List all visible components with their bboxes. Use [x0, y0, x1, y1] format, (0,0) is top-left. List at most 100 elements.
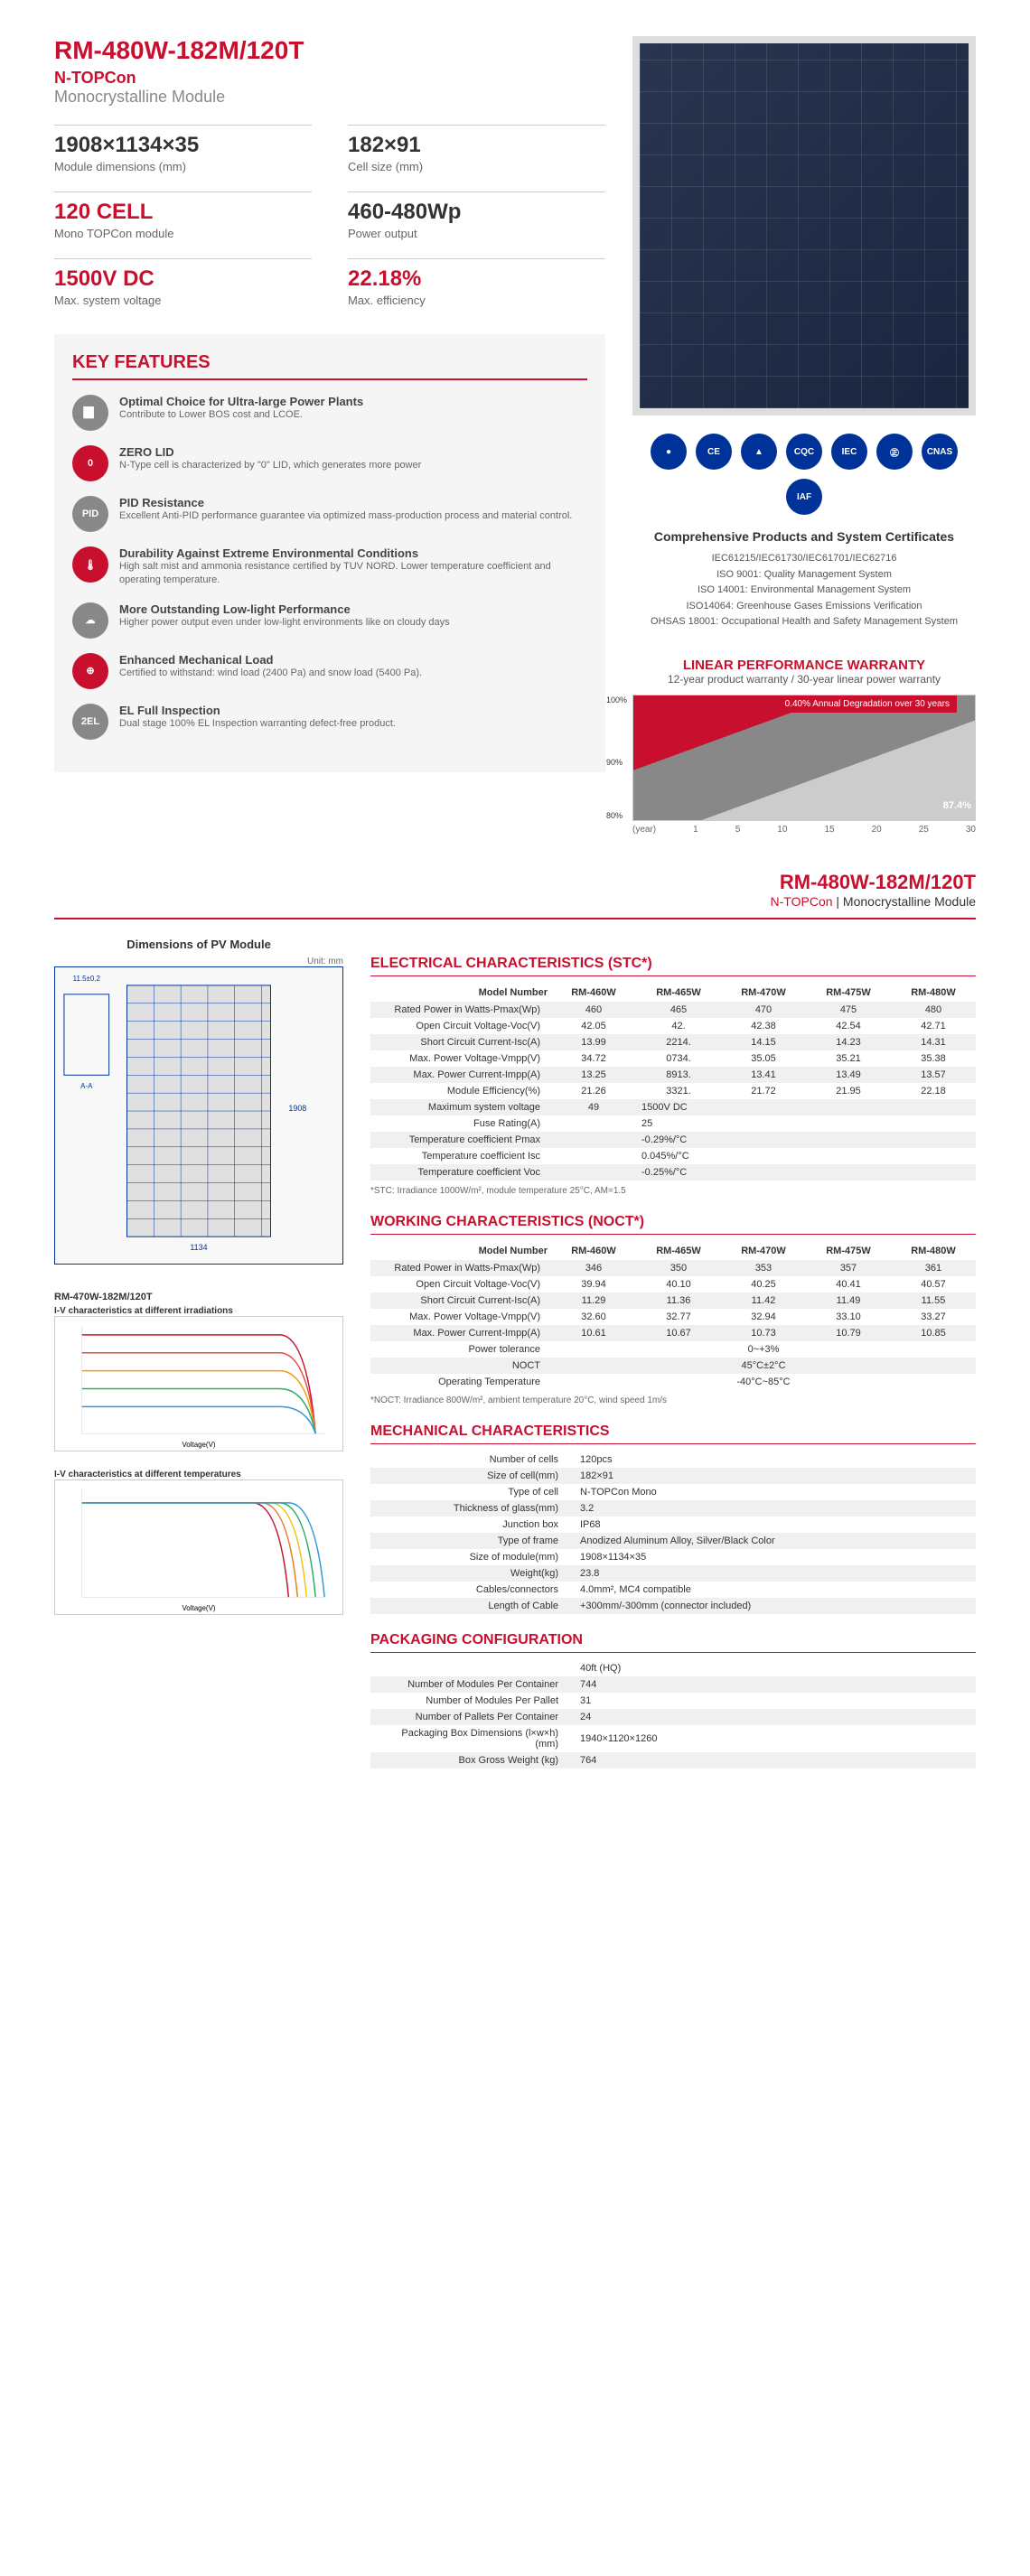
cert-badge: ●: [651, 434, 687, 470]
spec-label: Max. system voltage: [54, 294, 312, 307]
kv-label: Size of module(mm): [370, 1549, 569, 1565]
feature-title: Optimal Choice for Ultra-large Power Pla…: [119, 395, 587, 408]
warranty-chart: 0.40% Annual Degradation over 30 years 8…: [632, 695, 976, 821]
spec-label: Module dimensions (mm): [54, 160, 312, 173]
cert-line: ISO 14001: Environmental Management Syst…: [632, 583, 976, 599]
kv-label: Type of frame: [370, 1533, 569, 1549]
working-note: *NOCT: Irradiance 800W/m², ambient tempe…: [370, 1395, 976, 1405]
cert-title: Comprehensive Products and System Certif…: [632, 529, 976, 544]
subtitle-module: Monocrystalline Module: [54, 88, 605, 107]
features-box: KEY FEATURES █▌ Optimal Choice for Ultra-…: [54, 334, 605, 772]
spec-value: 120 CELL: [54, 200, 312, 225]
svg-text:1134: 1134: [190, 1243, 207, 1252]
warranty-y100: 100%: [606, 695, 627, 705]
kv-label: Type of cell: [370, 1484, 569, 1500]
cert-badge: CNAS: [922, 434, 958, 470]
dimensions-title: Dimensions of PV Module: [54, 938, 343, 951]
kv-label: Junction box: [370, 1517, 569, 1533]
electrical-note: *STC: Irradiance 1000W/m², module temper…: [370, 1186, 976, 1196]
feature-desc: High salt mist and ammonia resistance ce…: [119, 560, 587, 588]
kv-label: Thickness of glass(mm): [370, 1500, 569, 1517]
dimensions-diagram: 1134 1908 11.5±0.2 A-A: [54, 966, 343, 1265]
cert-line: ISO 9001: Quality Management System: [632, 567, 976, 583]
kv-value: 182×91: [569, 1468, 976, 1484]
kv-value: 1908×1134×35: [569, 1549, 976, 1565]
feature-title: PID Resistance: [119, 496, 587, 509]
warranty-y80: 80%: [606, 811, 623, 820]
feature-desc: Dual stage 100% EL Inspection warranting…: [119, 717, 587, 731]
spec-grid: 1908×1134×35 Module dimensions (mm) 182×91…: [54, 125, 605, 307]
spec-label: Power output: [348, 227, 605, 240]
kv-value: 24: [569, 1709, 976, 1725]
features-heading: KEY FEATURES: [72, 352, 587, 380]
working-table: Model NumberRM-460WRM-465WRM-470WRM-475W…: [370, 1242, 976, 1390]
spec-value: 182×91: [348, 133, 605, 158]
dimensions-unit: Unit: mm: [54, 957, 343, 966]
kv-label: Number of Pallets Per Container: [370, 1709, 569, 1725]
kv-value: 31: [569, 1693, 976, 1709]
kv-value: 744: [569, 1676, 976, 1693]
spec-value: 22.18%: [348, 266, 605, 292]
packaging-heading: PACKAGING CONFIGURATION: [370, 1632, 976, 1653]
kv-label: Box Gross Weight (kg): [370, 1752, 569, 1769]
page2-header: RM-480W-182M/120T N-TOPCon | Monocrystal…: [54, 871, 976, 909]
feature-icon: ☁: [72, 602, 108, 639]
feature-icon: █▌: [72, 395, 108, 431]
iv-title: RM-470W-182M/120T: [54, 1292, 343, 1302]
cert-badge: CQC: [786, 434, 822, 470]
feature-desc: Higher power output even under low-light…: [119, 616, 587, 630]
kv-label: [370, 1660, 569, 1676]
electrical-table: Model NumberRM-460WRM-465WRM-470WRM-475W…: [370, 984, 976, 1181]
kv-label: Number of cells: [370, 1451, 569, 1468]
cert-badge: IAF: [786, 479, 822, 515]
working-heading: WORKING CHARACTERISTICS (NOCT*): [370, 1214, 976, 1235]
kv-value: Anodized Aluminum Alloy, Silver/Black Co…: [569, 1533, 976, 1549]
kv-value: +300mm/-300mm (connector included): [569, 1598, 976, 1614]
kv-label: Size of cell(mm): [370, 1468, 569, 1484]
feature-desc: Contribute to Lower BOS cost and LCOE.: [119, 408, 587, 422]
iv-chart-temperature: Voltage(V): [54, 1479, 343, 1615]
warranty-y90: 90%: [606, 758, 623, 767]
feature-title: EL Full Inspection: [119, 704, 587, 717]
kv-label: Number of Modules Per Container: [370, 1676, 569, 1693]
svg-text:1908: 1908: [288, 1104, 306, 1113]
kv-value: 23.8: [569, 1565, 976, 1582]
electrical-heading: ELECTRICAL CHARACTERISTICS (STC*): [370, 956, 976, 976]
warranty-endval: 87.4%: [943, 800, 971, 811]
kv-value: 3.2: [569, 1500, 976, 1517]
kv-value: 764: [569, 1752, 976, 1769]
spec-label: Max. efficiency: [348, 294, 605, 307]
warranty-banner: 0.40% Annual Degradation over 30 years: [778, 695, 957, 713]
cert-line: ISO14064: Greenhouse Gases Emissions Ver…: [632, 599, 976, 615]
mechanical-table: Number of cells120pcsSize of cell(mm)182…: [370, 1451, 976, 1614]
warranty-xaxis: (year)151015202530: [632, 825, 976, 835]
spec-label: Cell size (mm): [348, 160, 605, 173]
page2-sub-rest: | Monocrystalline Module: [833, 894, 976, 909]
kv-label: Number of Modules Per Pallet: [370, 1693, 569, 1709]
iv-sub2: I-V characteristics at different tempera…: [54, 1470, 343, 1479]
kv-label: Length of Cable: [370, 1598, 569, 1614]
svg-text:Voltage(V): Voltage(V): [182, 1441, 215, 1449]
feature-title: Durability Against Extreme Environmental…: [119, 546, 587, 560]
feature-desc: Excellent Anti-PID performance guarantee…: [119, 509, 587, 523]
svg-text:11.5±0.2: 11.5±0.2: [73, 975, 101, 983]
mechanical-heading: MECHANICAL CHARACTERISTICS: [370, 1423, 976, 1444]
spec-value: 1500V DC: [54, 266, 312, 292]
feature-title: ZERO LID: [119, 445, 587, 459]
page2-sub-red: N-TOPCon: [771, 894, 833, 909]
kv-value: N-TOPCon Mono: [569, 1484, 976, 1500]
cert-line: OHSAS 18001: Occupational Health and Saf…: [632, 614, 976, 630]
cert-line: IEC61215/IEC61730/IEC61701/IEC62716: [632, 551, 976, 567]
warranty-section: LINEAR PERFORMANCE WARRANTY 12-year prod…: [632, 658, 976, 835]
spec-value: 1908×1134×35: [54, 133, 312, 158]
cert-badge: ㊣: [876, 434, 913, 470]
kv-value: IP68: [569, 1517, 976, 1533]
spec-label: Mono TOPCon module: [54, 227, 312, 240]
kv-label: Packaging Box Dimensions (l×w×h) (mm): [370, 1725, 569, 1752]
feature-icon: ⊕: [72, 653, 108, 689]
cert-badges: ●CE▲CQCIEC㊣CNASIAF: [632, 434, 976, 515]
iv-sub1: I-V characteristics at different irradia…: [54, 1306, 343, 1316]
cert-badge: CE: [696, 434, 732, 470]
iv-chart-irradiation: Voltage(V): [54, 1316, 343, 1451]
feature-title: More Outstanding Low-light Performance: [119, 602, 587, 616]
